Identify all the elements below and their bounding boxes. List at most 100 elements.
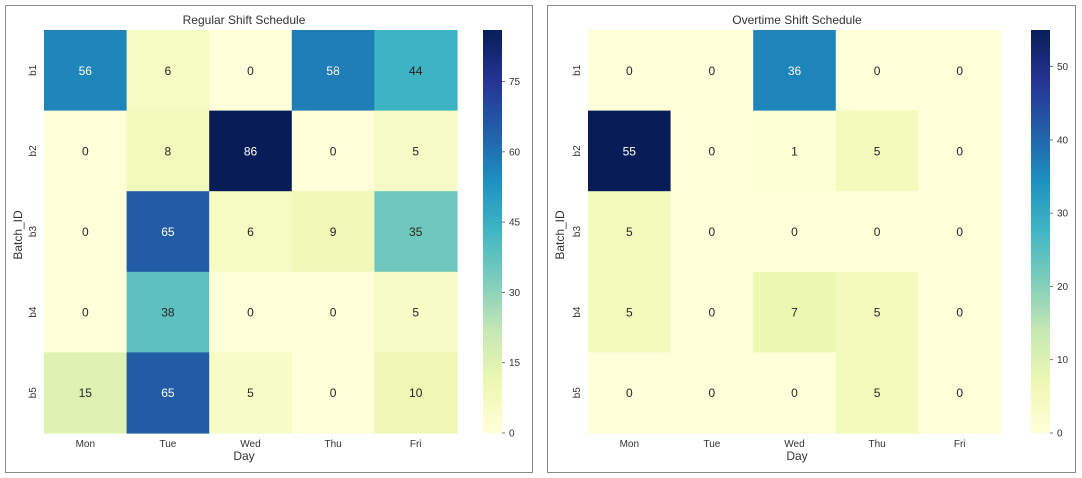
heatmap-cell (670, 191, 754, 273)
cell-value-label: 86 (244, 144, 258, 158)
cell-value-label: 0 (956, 306, 963, 320)
heatmap-cell (753, 352, 837, 434)
x-tick-label: Fri (954, 439, 966, 450)
cell-value-label: 0 (956, 144, 963, 158)
cell-value-label: 7 (791, 306, 798, 320)
heatmap-cell (291, 110, 375, 192)
cell-value-label: 0 (709, 386, 716, 400)
heatmap-cell (126, 352, 210, 434)
heatmap-cell (753, 110, 837, 192)
heatmap-cell (835, 110, 919, 192)
heatmap-cell (374, 110, 458, 192)
cell-value-label: 56 (79, 64, 93, 78)
heatmap-cell (44, 110, 128, 192)
x-axis-label: Day (786, 449, 807, 463)
cell-value-label: 5 (874, 144, 881, 158)
y-tick-label: b5 (572, 387, 583, 399)
overtime-shift-heatmap-panel: Overtime Shift Schedule Day Batch_ID 0 0 3… (547, 5, 1076, 473)
heatmap-cell (835, 191, 919, 273)
cell-value-label: 0 (709, 225, 716, 239)
heatmap-cell (209, 30, 293, 112)
cell-value-label: 0 (956, 64, 963, 78)
heatmap-cell (374, 30, 458, 112)
cell-value-label: 0 (330, 386, 337, 400)
heatmap-cell (588, 271, 672, 353)
heatmap-cell (670, 30, 754, 112)
heatmap-cell (835, 30, 919, 112)
cell-value-label: 5 (412, 144, 419, 158)
cell-value-label: 0 (791, 225, 798, 239)
cell-value-label: 0 (626, 64, 633, 78)
y-tick-label: b3 (28, 226, 39, 238)
heatmap-cell (126, 191, 210, 273)
chart-title: Regular Shift Schedule (183, 13, 306, 27)
heatmap-cell (918, 191, 1002, 273)
y-tick-label: b3 (572, 226, 583, 238)
cell-value-label: 44 (409, 64, 423, 78)
colorbar (1031, 30, 1050, 433)
heatmap-cell (588, 30, 672, 112)
cell-value-label: 0 (956, 386, 963, 400)
cell-value-label: 65 (161, 386, 175, 400)
heatmap-cell (374, 352, 458, 434)
heatmap-cell (44, 30, 128, 112)
overtime-shift-heatmap: Overtime Shift Schedule Day Batch_ID 0 0 3… (553, 13, 1069, 463)
cell-value-label: 0 (791, 386, 798, 400)
x-tick-label: Wed (240, 439, 260, 450)
heatmap-cell (588, 191, 672, 273)
heatmap-cell (588, 110, 672, 192)
x-tick-label: Thu (324, 439, 341, 450)
heatmap-cell (209, 110, 293, 192)
heatmap-cell (670, 110, 754, 192)
heatmap-cell (126, 30, 210, 112)
y-tick-label: b1 (572, 64, 583, 76)
heatmap-cell (291, 352, 375, 434)
cell-value-label: 0 (626, 386, 633, 400)
regular-shift-heatmap: Regular Shift Schedule Day Batch_ID 56 6 0… (11, 13, 521, 463)
heatmap-cell (44, 271, 128, 353)
heatmap-cell (209, 191, 293, 273)
heatmap-cell (753, 271, 837, 353)
cell-value-label: 5 (874, 386, 881, 400)
cell-value-label: 0 (709, 306, 716, 320)
colorbar-tick-label: 40 (1057, 135, 1069, 146)
cell-value-label: 0 (82, 306, 89, 320)
x-tick-label: Mon (620, 439, 639, 450)
heatmap-cell (835, 271, 919, 353)
cell-value-label: 0 (82, 225, 89, 239)
heatmap-cell (918, 30, 1002, 112)
y-tick-label: b5 (28, 387, 39, 399)
y-tick-label: b2 (28, 145, 39, 157)
cell-value-label: 55 (623, 144, 637, 158)
cell-value-label: 0 (874, 225, 881, 239)
heatmap-cell (753, 191, 837, 273)
cell-value-label: 0 (82, 144, 89, 158)
heatmap-cell (374, 191, 458, 273)
regular-shift-heatmap-panel: Regular Shift Schedule Day Batch_ID 56 6 0… (5, 5, 533, 473)
heatmap-cell (126, 110, 210, 192)
cell-value-label: 5 (412, 306, 419, 320)
cell-value-label: 5 (626, 225, 633, 239)
cell-value-label: 9 (330, 225, 337, 239)
heatmap-cell (670, 271, 754, 353)
colorbar-tick-label: 50 (1057, 62, 1069, 73)
heatmap-cell (918, 352, 1002, 434)
colorbar-tick-label: 30 (509, 288, 521, 299)
cell-value-label: 5 (247, 386, 254, 400)
heatmap-cell (209, 271, 293, 353)
heatmap-cell (44, 191, 128, 273)
x-tick-label: Tue (703, 439, 720, 450)
heatmap-cell (126, 271, 210, 353)
heatmap-cell (753, 30, 837, 112)
heatmap-cell (835, 352, 919, 434)
heatmap-cell (918, 110, 1002, 192)
heatmap-cell (44, 352, 128, 434)
colorbar-tick-label: 20 (1057, 282, 1069, 293)
cell-value-label: 0 (874, 64, 881, 78)
cell-value-label: 36 (788, 64, 802, 78)
colorbar-tick-label: 30 (1057, 209, 1069, 220)
y-tick-label: b2 (572, 145, 583, 157)
x-tick-label: Fri (410, 439, 422, 450)
heatmap-cell (588, 352, 672, 434)
colorbar-tick-label: 0 (509, 429, 515, 440)
